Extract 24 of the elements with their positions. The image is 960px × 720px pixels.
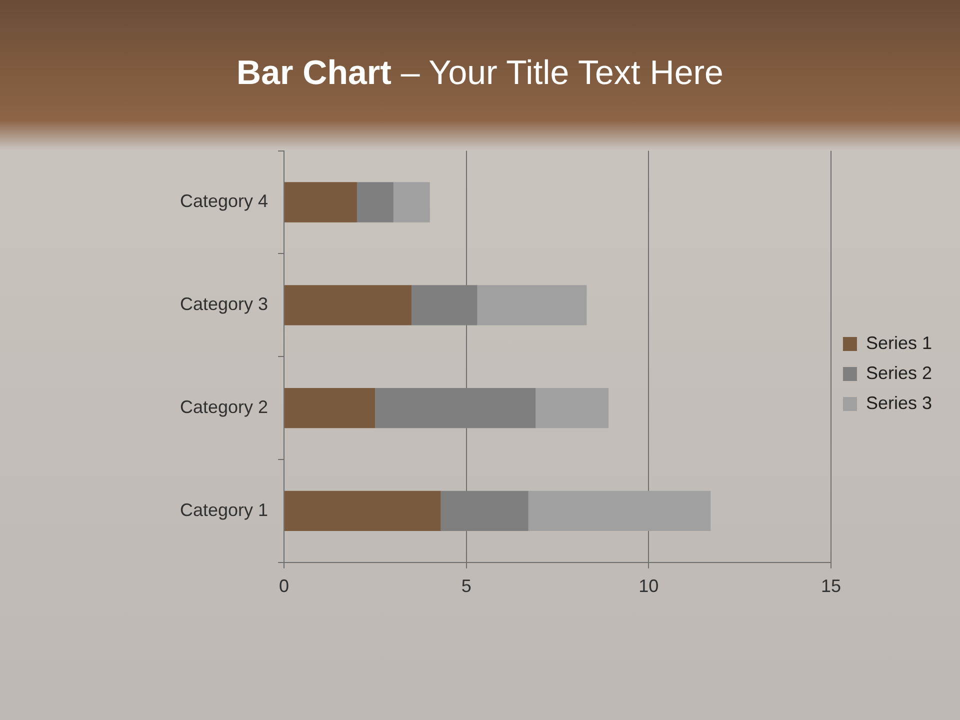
legend-label: Series 2 xyxy=(866,362,932,383)
y-tick-label: Category 2 xyxy=(180,397,268,418)
x-tick-label: 0 xyxy=(279,576,290,596)
chart-title: Bar Chart – Your Title Text Here xyxy=(236,54,724,93)
y-tick-label: Category 3 xyxy=(180,294,268,314)
bar xyxy=(412,285,478,326)
y-tick-label: Category 4 xyxy=(180,191,268,212)
bar xyxy=(284,490,441,532)
bar xyxy=(440,490,528,532)
bar xyxy=(528,490,711,532)
y-tick-label: Category 1 xyxy=(180,500,268,520)
bar xyxy=(375,388,536,428)
x-tick-label: 10 xyxy=(638,576,659,596)
bar xyxy=(393,182,430,222)
bar xyxy=(284,182,357,222)
bar xyxy=(536,388,609,428)
legend-label: Series 1 xyxy=(866,332,932,353)
bar xyxy=(356,182,394,222)
bar xyxy=(284,388,376,428)
x-tick-label: 15 xyxy=(820,576,841,596)
bar xyxy=(284,285,412,326)
legend-label: Series 3 xyxy=(866,392,932,413)
bar xyxy=(477,285,587,326)
x-tick-label: 5 xyxy=(461,576,472,596)
